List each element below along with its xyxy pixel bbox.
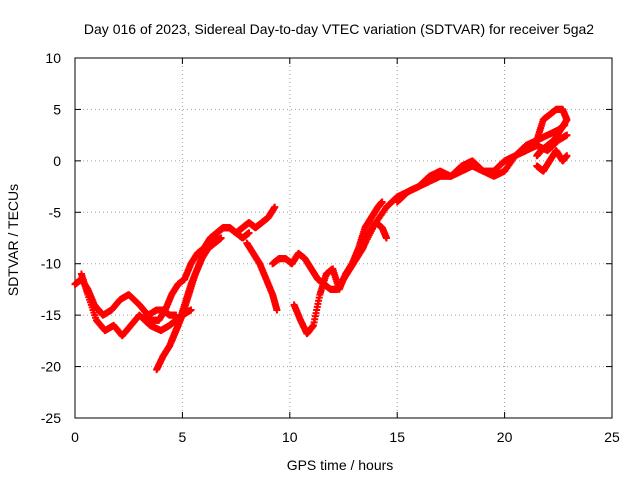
y-tick-label: 0 (53, 153, 61, 169)
data-point-fill (315, 294, 323, 302)
y-tick-label: -20 (41, 359, 61, 375)
y-tick-label: -15 (41, 307, 61, 323)
data-point-fill (244, 229, 252, 237)
series-arc-e (142, 224, 253, 324)
data-point-fill (186, 307, 194, 315)
series-arc-l (533, 147, 571, 175)
data-point-fill (354, 246, 362, 254)
data-point-fill (83, 289, 91, 297)
series-arc-c (153, 234, 225, 374)
data-point-fill (371, 221, 379, 229)
data-point-fill (270, 204, 278, 212)
y-tick-label: -25 (41, 410, 61, 426)
series-arc-b (77, 270, 195, 340)
x-tick-label: 5 (179, 429, 187, 445)
y-tick-label: -10 (41, 256, 61, 272)
chart-title: Day 016 of 2023, Sidereal Day-to-day VTE… (84, 21, 594, 37)
data-point-fill (173, 323, 181, 331)
x-tick-label: 25 (604, 429, 620, 445)
series-arc-j (393, 131, 571, 206)
data-point-fill (382, 233, 390, 241)
axis-ticks: 0 5 10 15 20 25 -25 -20 -15 -10 -5 0 5 10 (41, 50, 620, 445)
series-arc-f (243, 239, 281, 314)
y-tick-label: 5 (53, 101, 61, 117)
data-point-fill (186, 282, 194, 290)
data-point-fill (562, 132, 570, 140)
y-axis-label: SDTVAR / TECUs (5, 184, 21, 296)
series-arc-k (533, 105, 571, 160)
data-point-fill (92, 314, 100, 322)
data-points (71, 105, 571, 374)
x-axis-label: GPS time / hours (287, 457, 394, 473)
data-point-fill (216, 235, 224, 243)
plot-frame (74, 57, 613, 419)
x-tick-label: 0 (71, 429, 79, 445)
x-tick-label: 15 (389, 429, 405, 445)
x-tick-label: 10 (282, 429, 298, 445)
data-point-fill (533, 151, 541, 159)
data-point-fill (309, 322, 317, 330)
data-point-fill (378, 199, 386, 207)
gridlines (75, 58, 612, 418)
y-tick-label: -5 (49, 204, 62, 220)
y-tick-label: 10 (45, 50, 61, 66)
data-point-fill (562, 152, 570, 160)
data-point-fill (180, 303, 188, 311)
x-tick-label: 20 (497, 429, 513, 445)
series-arc-h (290, 198, 386, 338)
data-point-fill (272, 304, 280, 312)
